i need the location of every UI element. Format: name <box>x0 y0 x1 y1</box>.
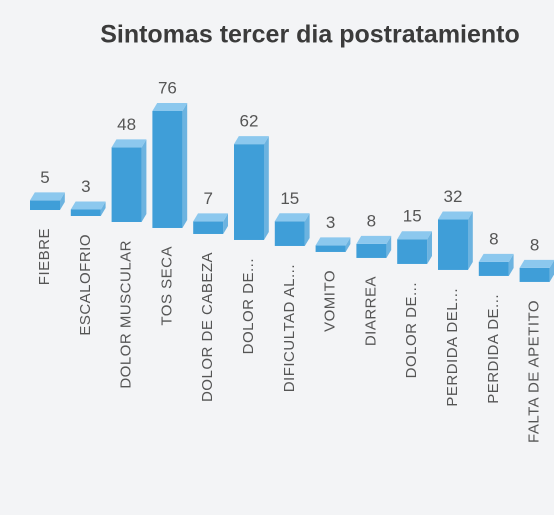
bar-side <box>468 211 473 270</box>
chart-title: Sintomas tercer dia postratamiento <box>100 21 520 49</box>
value-label: 3 <box>326 213 335 232</box>
x-tick-label: DOLOR DE... <box>240 258 257 354</box>
value-label: 8 <box>489 229 498 248</box>
bar-side <box>223 213 228 234</box>
x-tick-label: TOS SECA <box>158 246 175 326</box>
bar <box>478 261 509 276</box>
bar <box>70 209 101 216</box>
bar-side <box>100 201 106 216</box>
bar-top <box>315 237 351 246</box>
value-label: 15 <box>403 207 422 226</box>
bar <box>356 243 387 258</box>
value-label: 5 <box>40 168 49 187</box>
x-tick-label: FIEBRE <box>36 228 53 285</box>
bar-side <box>549 260 554 282</box>
bar-top <box>193 213 228 222</box>
bar-top <box>111 139 147 148</box>
x-tick-label: ESCALOFRIO <box>77 234 94 336</box>
bar-side <box>386 235 392 258</box>
bar <box>30 200 60 210</box>
bar-side <box>345 237 351 252</box>
bar <box>519 267 550 282</box>
bar <box>315 245 346 252</box>
x-tick-label: DIARREA <box>362 276 379 346</box>
bar <box>397 239 428 264</box>
bar-side <box>427 231 432 264</box>
x-tick-label: DOLOR MUSCULAR <box>118 240 135 389</box>
x-tick-label: FALTA DE APETITO <box>526 300 543 443</box>
bar-top <box>30 192 65 201</box>
value-label: 48 <box>117 115 136 134</box>
bar <box>193 221 224 234</box>
bar-top <box>356 235 392 244</box>
bar <box>234 144 264 240</box>
value-label: 7 <box>203 189 212 208</box>
bar-side <box>264 136 269 240</box>
x-tick-label: DIFICULTAD AL... <box>281 264 298 392</box>
value-label: 8 <box>367 211 376 230</box>
bar-top <box>519 259 554 268</box>
value-label: 32 <box>444 187 463 206</box>
x-tick-label: DOLOR DE CABEZA <box>199 252 216 402</box>
bar-top <box>397 231 432 240</box>
value-label: 62 <box>240 112 259 131</box>
bar-side <box>141 139 147 222</box>
bar-top <box>70 201 106 210</box>
bar-top <box>234 136 269 145</box>
bar <box>438 219 468 270</box>
x-tick-label: PERDIDA DE... <box>485 294 502 404</box>
bar-side <box>182 102 188 228</box>
value-label: 15 <box>280 189 299 208</box>
bar-side <box>508 253 514 276</box>
x-tick-label: PERDIDA DEL... <box>444 288 461 407</box>
bar-top <box>152 102 188 111</box>
bar-top <box>478 253 514 262</box>
bar <box>274 221 305 246</box>
bar-side <box>60 192 65 210</box>
value-label: 3 <box>81 177 90 196</box>
bar-top <box>438 211 473 220</box>
x-tick-label: DOLOR DE... <box>403 282 420 378</box>
value-label: 76 <box>158 78 177 97</box>
bar <box>152 110 183 228</box>
bar-top <box>274 213 310 222</box>
bar <box>111 147 142 222</box>
x-tick-label: VOMITO <box>322 270 339 332</box>
value-label: 8 <box>530 235 539 254</box>
bar-side <box>304 213 310 246</box>
